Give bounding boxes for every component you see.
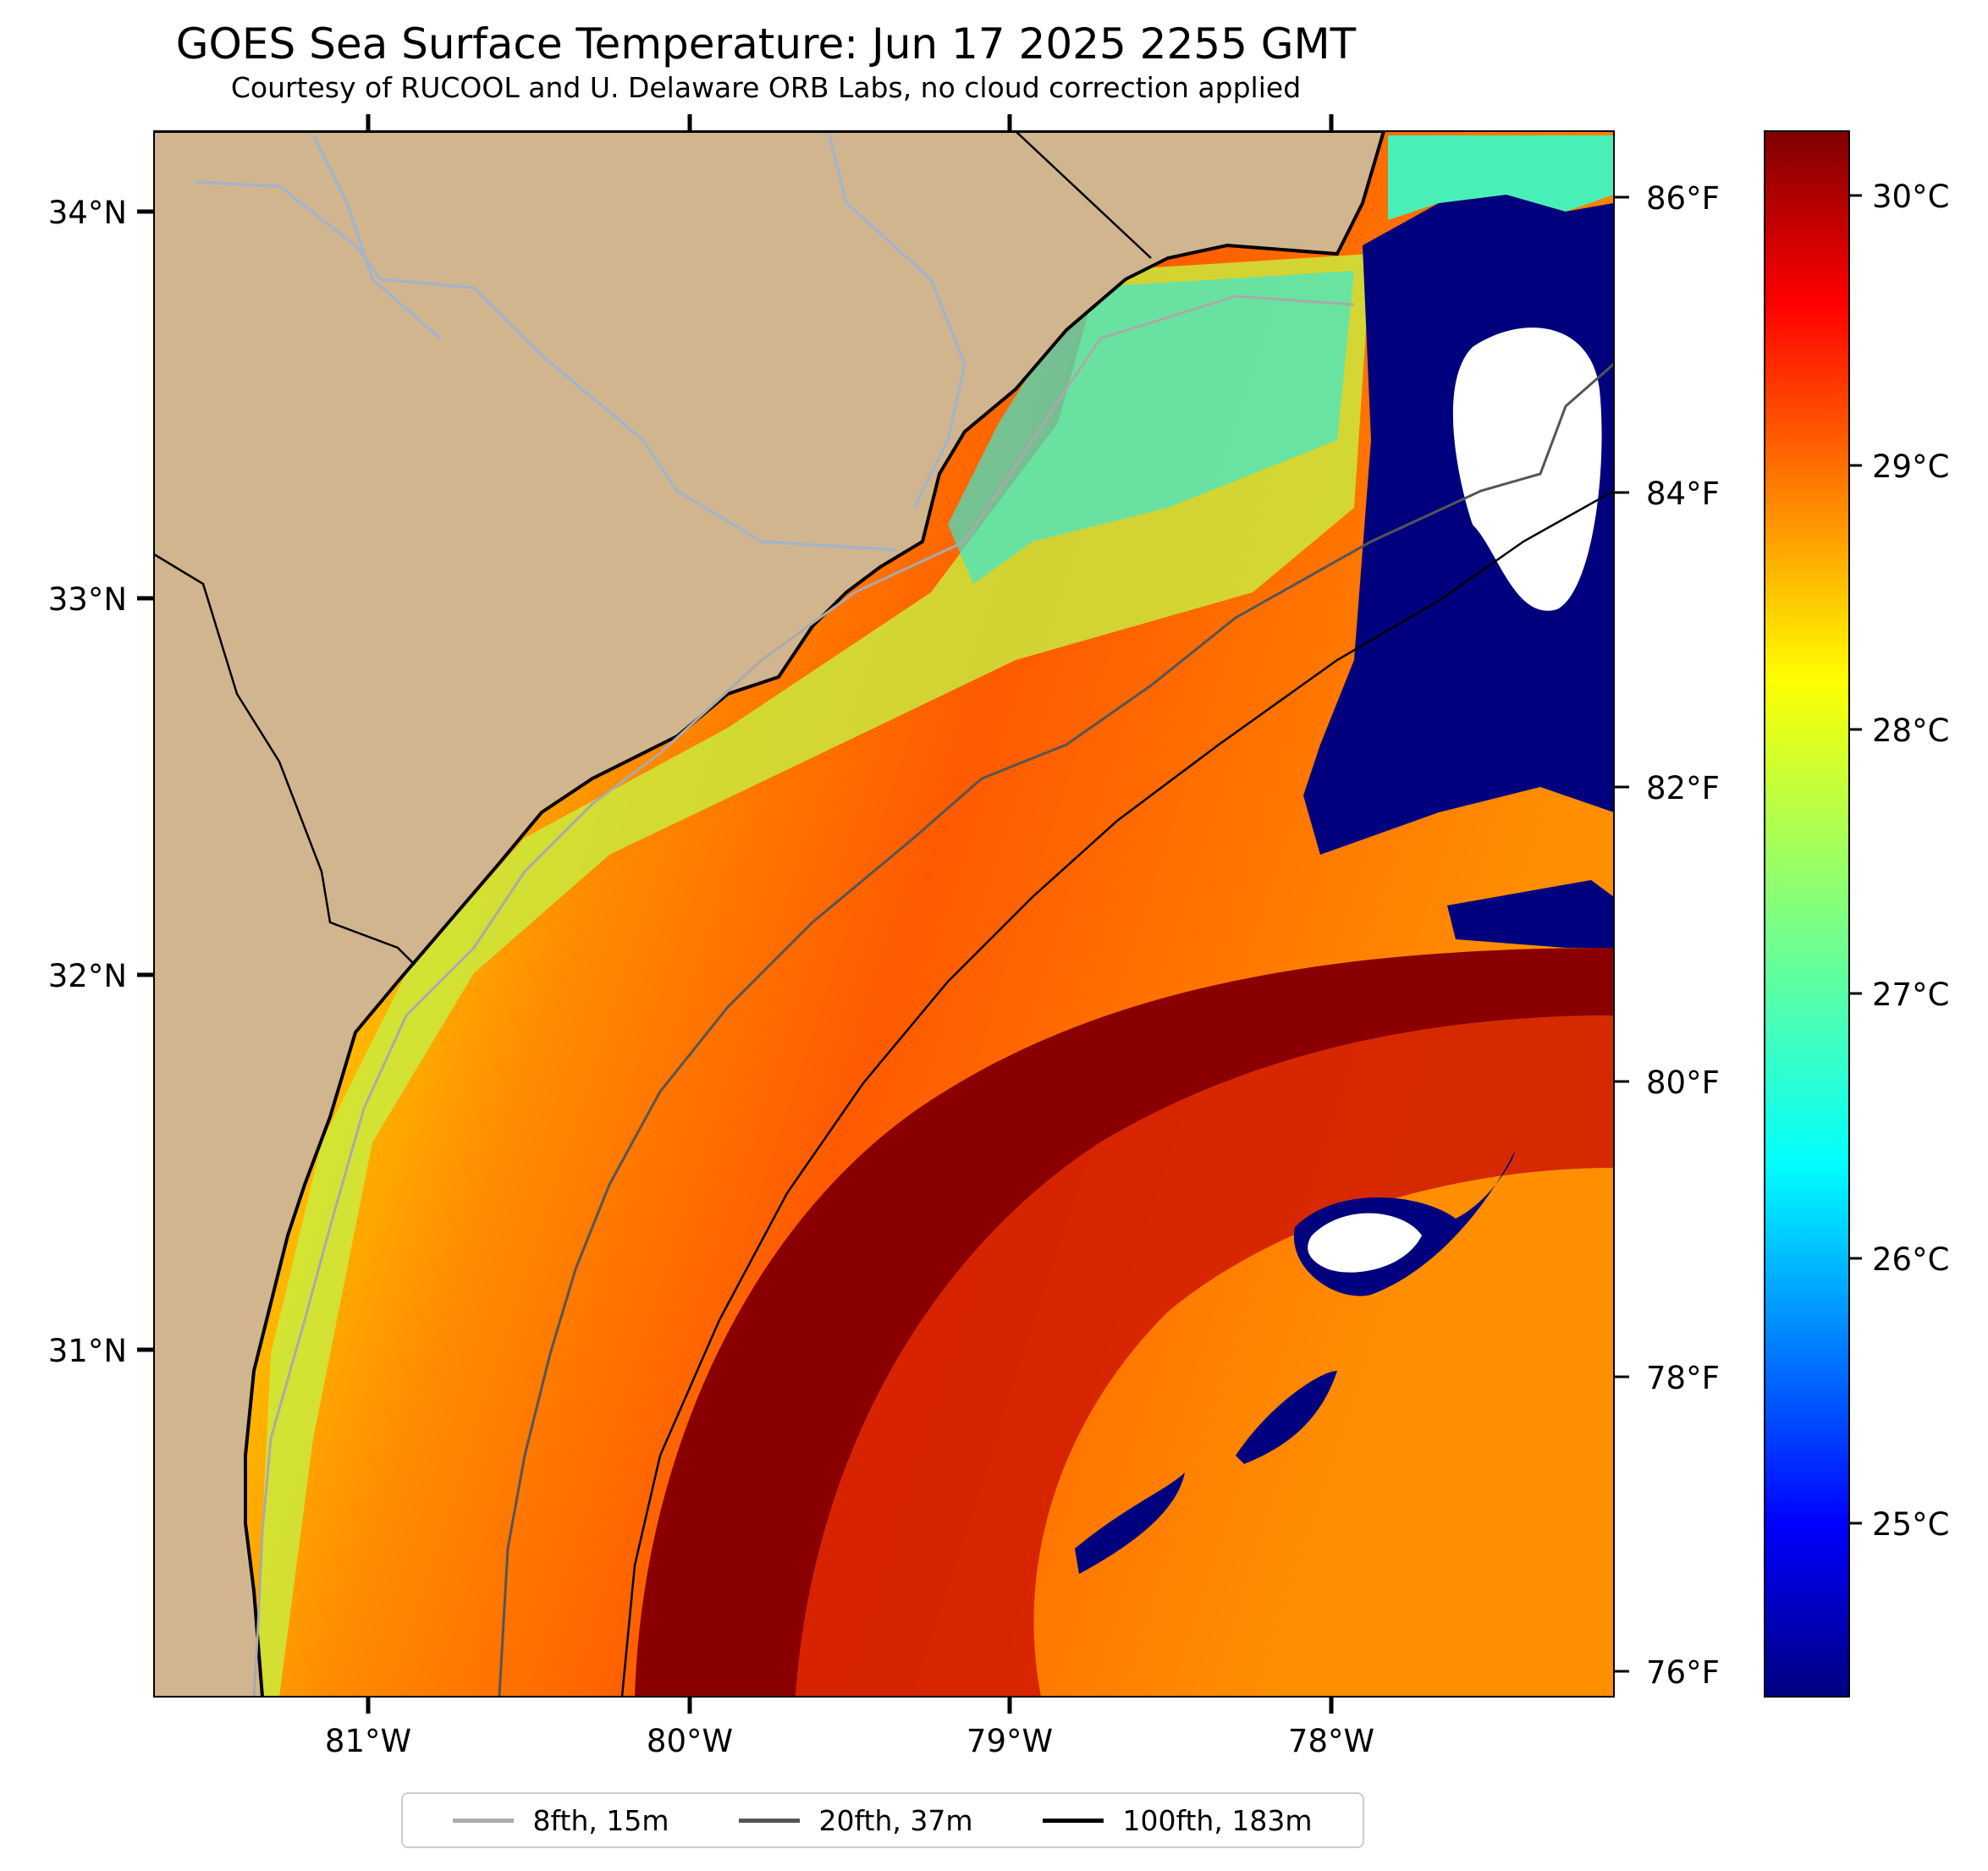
isobath-20fth (498, 362, 1614, 1697)
coastline (154, 131, 1386, 1697)
latitude-ticks (137, 209, 154, 1352)
colorbar-label-27c: 27°C (1872, 977, 1949, 1013)
map-frame (153, 130, 1615, 1698)
longitude-ticks (366, 114, 1334, 1714)
colorbar (1764, 130, 1850, 1698)
fahrenheit-label-80: 80°F (1646, 1065, 1720, 1101)
nearshore-cool-band (254, 254, 1371, 1697)
lat-label-31n: 31°N (48, 1333, 127, 1369)
fahrenheit-label-78: 78°F (1646, 1360, 1720, 1396)
cold-streak-3 (1447, 880, 1614, 948)
lon-label-81w: 81°W (325, 1723, 411, 1759)
chart-subtitle: Courtesy of RUCOOL and U. Delaware ORB L… (230, 71, 1302, 104)
state-border-sc-ga (154, 553, 416, 966)
legend-swatch-8fth (453, 1818, 515, 1823)
lat-label-34n: 34°N (48, 195, 127, 231)
fahrenheit-label-86: 86°F (1646, 180, 1720, 217)
legend-swatch-100fth (1043, 1818, 1104, 1823)
lat-label-32n: 32°N (48, 958, 127, 994)
colorbar-label-25c: 25°C (1872, 1506, 1949, 1543)
river-2 (828, 135, 966, 509)
fahrenheit-label-76: 76°F (1646, 1654, 1720, 1691)
river-1 (194, 180, 898, 552)
state-border-nc-sc (1015, 131, 1152, 259)
fahrenheit-label-84: 84°F (1646, 476, 1720, 512)
isobath-legend: 8fth, 15m 20fth, 37m 100fth, 183m (401, 1792, 1364, 1848)
cold-streak-2 (1075, 1472, 1185, 1574)
legend-label-20fth: 20fth, 37m (818, 1803, 973, 1837)
lon-label-78w: 78°W (1288, 1723, 1374, 1759)
legend-label-100fth: 100fth, 183m (1122, 1803, 1313, 1837)
legend-swatch-20fth (739, 1818, 801, 1823)
cloud-gap-north (1452, 327, 1602, 611)
colorbar-ticks (1849, 194, 1862, 1525)
legend-entry-100fth: 100fth, 183m (1043, 1804, 1312, 1837)
fahrenheit-label-82: 82°F (1646, 770, 1720, 806)
gulf-stream-edge (796, 1015, 1614, 1697)
cloud-gap-eddy (1308, 1213, 1422, 1273)
map-area (154, 131, 1614, 1697)
lat-label-33n: 33°N (48, 581, 127, 618)
colorbar-label-26c: 26°C (1872, 1241, 1949, 1278)
cold-streak-1 (1236, 1371, 1337, 1464)
legend-entry-20fth: 20fth, 37m (739, 1804, 972, 1837)
river-3 (311, 135, 441, 340)
offshore-cool-patch (1388, 135, 1614, 220)
legend-label-8fth: 8fth, 15m (532, 1803, 669, 1837)
colorbar-label-28c: 28°C (1872, 713, 1949, 749)
gulf-stream-core (635, 948, 1614, 1697)
lon-label-80w: 80°W (647, 1723, 733, 1759)
colorbar-label-29c: 29°C (1872, 448, 1949, 485)
land-mass (154, 131, 1384, 1697)
lon-label-79w: 79°W (966, 1723, 1053, 1759)
isobath-100fth (620, 489, 1614, 1697)
isobath-8fth (252, 294, 1355, 1697)
legend-entry-8fth: 8fth, 15m (453, 1804, 669, 1837)
chart-title: GOES Sea Surface Temperature: Jun 17 202… (175, 19, 1357, 69)
colorbar-label-30c: 30°C (1872, 179, 1949, 215)
fahrenheit-ticks (1614, 195, 1629, 1673)
